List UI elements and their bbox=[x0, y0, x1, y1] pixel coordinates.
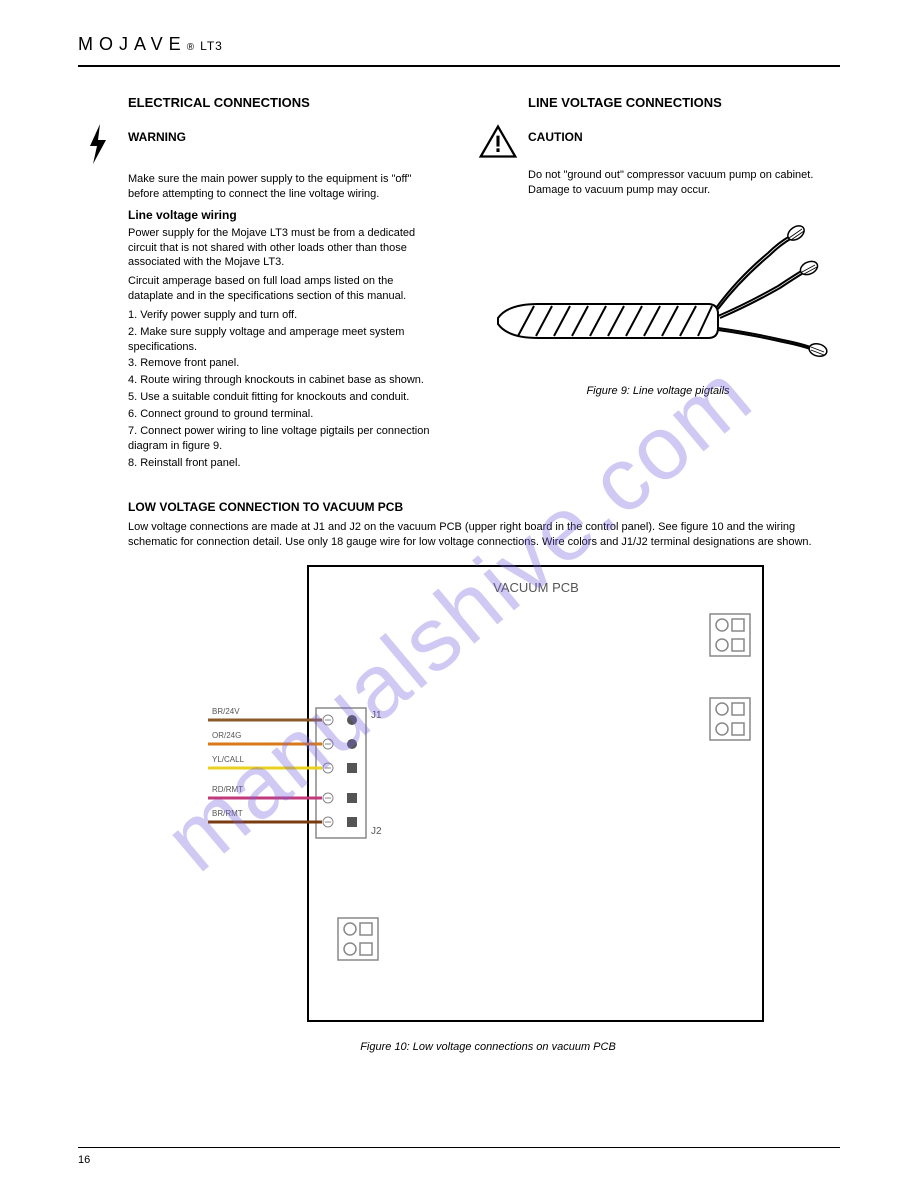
step-5: 5. Use a suitable conduit fitting for kn… bbox=[128, 390, 438, 405]
brand-text: MOJAVE bbox=[78, 34, 187, 55]
warning-block: WARNING bbox=[78, 118, 438, 166]
caution-icon bbox=[478, 118, 518, 162]
model-text: LT3 bbox=[200, 39, 223, 53]
section-title-electrical: ELECTRICAL CONNECTIONS bbox=[128, 95, 438, 110]
step-1: 1. Verify power supply and turn off. bbox=[128, 308, 438, 323]
cable-figure: Figure 9: Line voltage pigtails bbox=[478, 208, 838, 397]
step-3: 3. Remove front panel. bbox=[128, 356, 438, 371]
pcb-board-label: VACUUM PCB bbox=[493, 580, 579, 595]
svg-text:J1: J1 bbox=[371, 710, 382, 721]
warning-text: Make sure the main power supply to the e… bbox=[128, 172, 438, 202]
brand-reg: ® bbox=[187, 42, 194, 53]
pcb-connector-top2 bbox=[710, 698, 750, 740]
pcb-figure: VACUUM PCB J1 bbox=[208, 558, 840, 1033]
svg-text:YL/CALL: YL/CALL bbox=[212, 755, 245, 764]
header-divider bbox=[78, 65, 840, 67]
left-column: ELECTRICAL CONNECTIONS WARNING Make sure… bbox=[78, 95, 438, 470]
steps-list: 1. Verify power supply and turn off. 2. … bbox=[128, 308, 438, 470]
page-header: MOJAVE® LT3 bbox=[78, 34, 840, 55]
section-title-pcb: LOW VOLTAGE CONNECTION TO VACUUM PCB bbox=[128, 500, 840, 514]
svg-text:J2: J2 bbox=[371, 826, 382, 837]
footer-divider bbox=[78, 1147, 840, 1148]
pcb-connector-top1 bbox=[710, 614, 750, 656]
section-title-linevoltage: LINE VOLTAGE CONNECTIONS bbox=[528, 95, 838, 110]
brand-name: MOJAVE® bbox=[78, 34, 194, 55]
caution-label: CAUTION bbox=[528, 118, 583, 144]
svg-text:RD/RMT: RD/RMT bbox=[212, 785, 243, 794]
pcb-connector-bottom bbox=[338, 918, 378, 960]
right-column: LINE VOLTAGE CONNECTIONS CAUTION Do not … bbox=[478, 95, 838, 403]
step-2: 2. Make sure supply voltage and amperage… bbox=[128, 325, 438, 355]
figure-10-label: Figure 10: Low voltage connections on va… bbox=[208, 1041, 768, 1053]
lightning-icon bbox=[78, 118, 118, 166]
warning-label: WARNING bbox=[128, 118, 186, 144]
line-voltage-p1: Power supply for the Mojave LT3 must be … bbox=[128, 226, 438, 271]
step-7: 7. Connect power wiring to line voltage … bbox=[128, 424, 438, 454]
caution-block: CAUTION bbox=[478, 118, 838, 162]
line-voltage-p2: Circuit amperage based on full load amps… bbox=[128, 274, 438, 304]
step-6: 6. Connect ground to ground terminal. bbox=[128, 407, 438, 422]
svg-text:OR/24G: OR/24G bbox=[212, 731, 241, 740]
step-4: 4. Route wiring through knockouts in cab… bbox=[128, 373, 438, 388]
figure-9-label: Figure 9: Line voltage pigtails bbox=[478, 385, 838, 397]
caution-text: Do not "ground out" compressor vacuum pu… bbox=[528, 168, 838, 198]
step-8: 8. Reinstall front panel. bbox=[128, 456, 438, 471]
svg-text:BR/24V: BR/24V bbox=[212, 707, 240, 716]
page-number: 16 bbox=[78, 1154, 90, 1166]
pcb-intro: Low voltage connections are made at J1 a… bbox=[128, 520, 828, 550]
svg-text:BR/RMT: BR/RMT bbox=[212, 809, 243, 818]
line-voltage-head: Line voltage wiring bbox=[128, 208, 438, 222]
